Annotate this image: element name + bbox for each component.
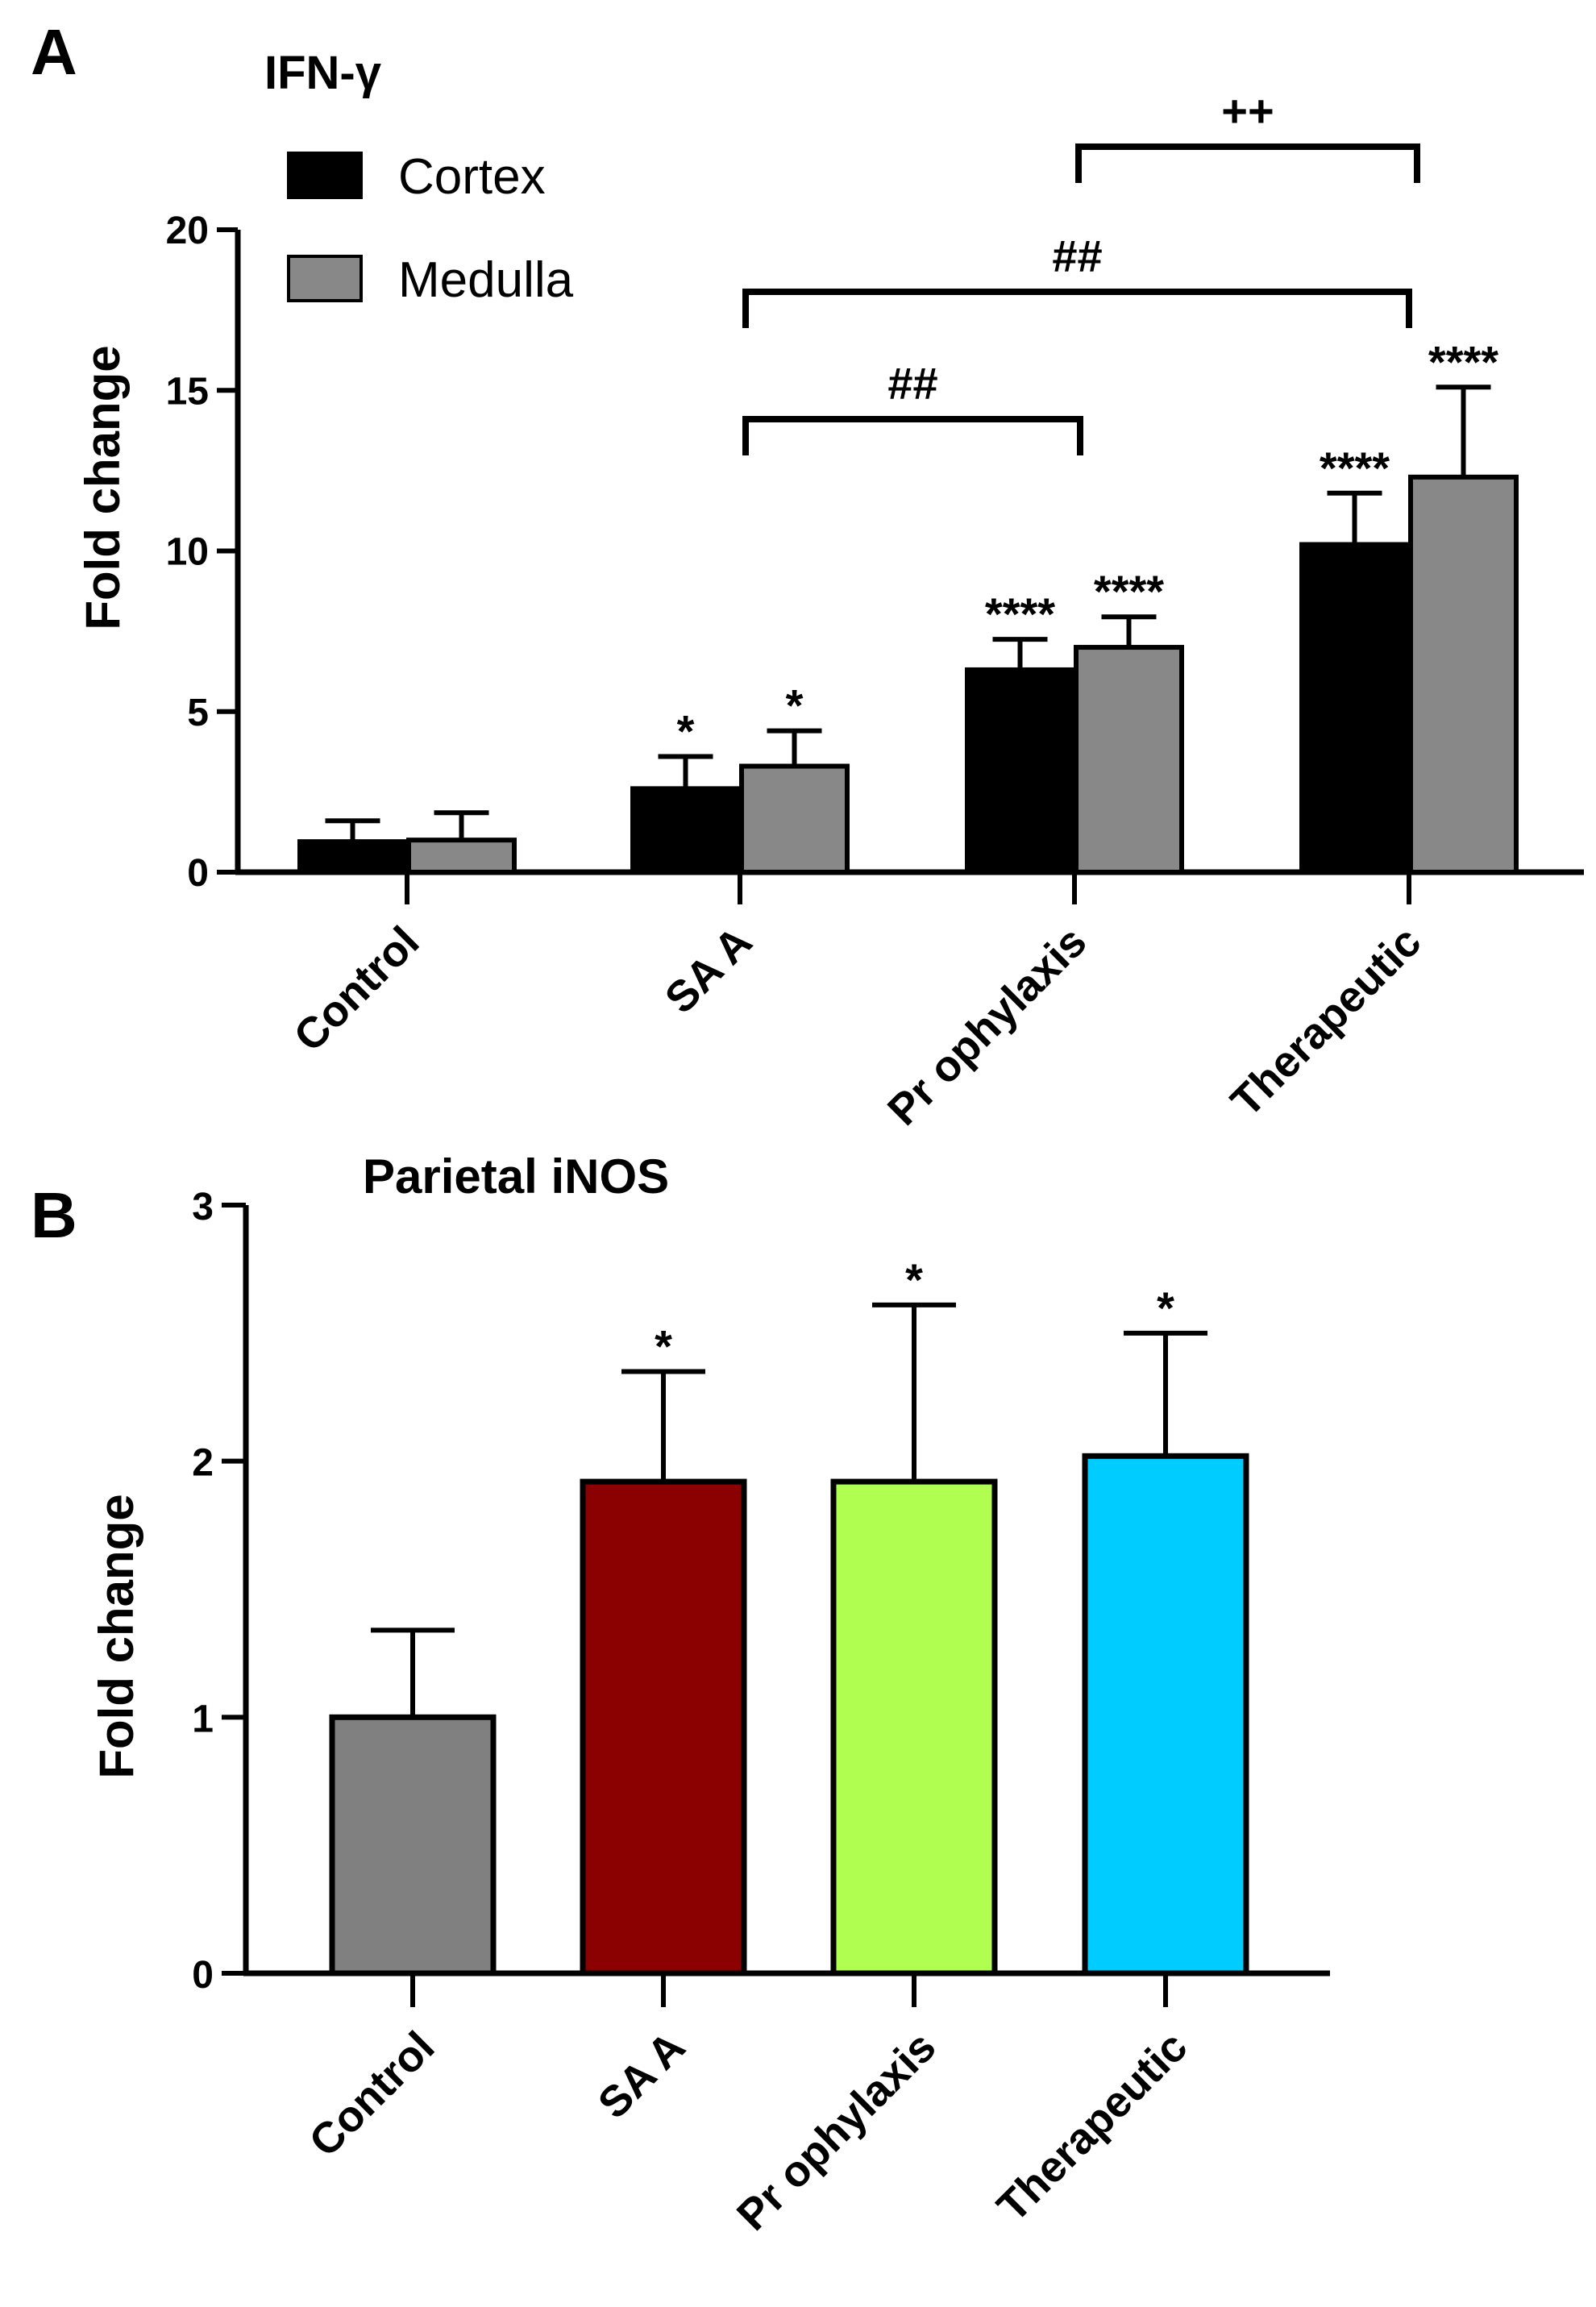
panel-a-bar-medulla-sa-a bbox=[739, 763, 850, 875]
panel-b-significance-sa-a: * bbox=[655, 1320, 672, 1371]
panel-a-bracket-label: ++ bbox=[1221, 85, 1274, 136]
panel-b-x-tick-label-control: Control bbox=[300, 2022, 443, 2166]
legend-label-cortex: Cortex bbox=[398, 149, 546, 205]
panel-a-comparison-bracket bbox=[742, 289, 1412, 328]
panel-a-significance-cortex-therapeutic: **** bbox=[1320, 443, 1390, 493]
panel-a-y-tick-label: 20 bbox=[166, 210, 209, 252]
panel-a-y-axis-title: Fold change bbox=[76, 345, 130, 630]
panel-a-bar-cortex-therapeutic bbox=[1299, 542, 1410, 875]
legend-swatch-cortex bbox=[287, 152, 363, 199]
panel-b-letter: B bbox=[31, 1179, 77, 1251]
panel-a-title: IFN-γ bbox=[264, 47, 382, 99]
panel-b-x-tick-label-therapeutic: Therapeutic bbox=[988, 2022, 1197, 2231]
panel-a-x-tick-label-therapeutic: Therapeutic bbox=[1222, 917, 1431, 1126]
panel-b-bar-pr-ophylaxis bbox=[830, 1478, 998, 1977]
panel-b-significance-pr-ophylaxis: * bbox=[905, 1254, 923, 1305]
panel-a-x-tick-label-pr-ophylaxis: Pr ophylaxis bbox=[879, 917, 1096, 1135]
panel-a-y-tick-label: 0 bbox=[187, 852, 209, 895]
panel-b-significance-therapeutic: * bbox=[1157, 1282, 1174, 1333]
panel-b-bar-therapeutic bbox=[1082, 1453, 1249, 1977]
panel-a-significance-medulla-therapeutic: **** bbox=[1428, 336, 1498, 387]
panel-b-title: Parietal iNOS bbox=[363, 1149, 669, 1203]
panel-b-bar-sa-a bbox=[580, 1478, 747, 1977]
panel-b-x-tick-label-sa-a: SA A bbox=[589, 2022, 695, 2128]
panel-a-comparison-bracket bbox=[742, 416, 1083, 455]
panel-b-y-tick-label: 0 bbox=[192, 1954, 214, 1997]
panel-a-bracket-label: ## bbox=[1052, 231, 1102, 281]
panel-a-bar-cortex-pr-ophylaxis bbox=[965, 667, 1075, 875]
panel-a-bar-medulla-control bbox=[406, 838, 517, 875]
panel-b-y-tick-label: 1 bbox=[192, 1698, 214, 1740]
panel-a-letter: A bbox=[31, 16, 77, 88]
panel-b-y-tick-label: 3 bbox=[192, 1186, 214, 1228]
panel-a-y-tick-label: 10 bbox=[166, 531, 209, 574]
panel-b-x-tick-label-pr-ophylaxis: Pr ophylaxis bbox=[728, 2022, 946, 2240]
panel-a-comparison-bracket bbox=[1075, 143, 1420, 183]
legend-swatch-medulla bbox=[287, 255, 363, 302]
panel-a-x-tick-label-control: Control bbox=[285, 917, 428, 1061]
panel-a-significance-medulla-pr-ophylaxis: **** bbox=[1094, 566, 1164, 617]
panel-a-y-tick-label: 5 bbox=[187, 692, 209, 734]
panel-a-significance-medulla-sa-a: * bbox=[786, 680, 804, 731]
panel-a-bar-medulla-pr-ophylaxis bbox=[1074, 645, 1184, 875]
panel-b-plot: 0 1 2 3 Control SA A * Pr ophylaxis * Therapeutic… bbox=[192, 1186, 1330, 2240]
panel-a-bracket-label: ## bbox=[887, 358, 937, 409]
panel-b-y-tick-label: 2 bbox=[192, 1442, 214, 1485]
panel-a-bar-cortex-control bbox=[297, 839, 408, 875]
panel-a-significance-cortex-sa-a: * bbox=[677, 706, 695, 757]
legend-label-medulla: Medulla bbox=[398, 252, 574, 308]
panel-a-y-tick-label: 15 bbox=[166, 370, 209, 413]
panel-a-plot: 0 5 10 15 20 Control SA A * * Pr ophylaxis **** ***… bbox=[166, 85, 1584, 1135]
panel-b-bar-control bbox=[329, 1714, 497, 1977]
panel-a-x-tick-label-sa-a: SA A bbox=[656, 917, 762, 1023]
panel-a-bar-cortex-sa-a bbox=[630, 786, 741, 875]
panel-b-y-axis-title: Fold change bbox=[89, 1494, 143, 1778]
panel-a-significance-cortex-pr-ophylaxis: **** bbox=[985, 588, 1055, 639]
panel-a-bar-medulla-therapeutic bbox=[1408, 474, 1519, 875]
